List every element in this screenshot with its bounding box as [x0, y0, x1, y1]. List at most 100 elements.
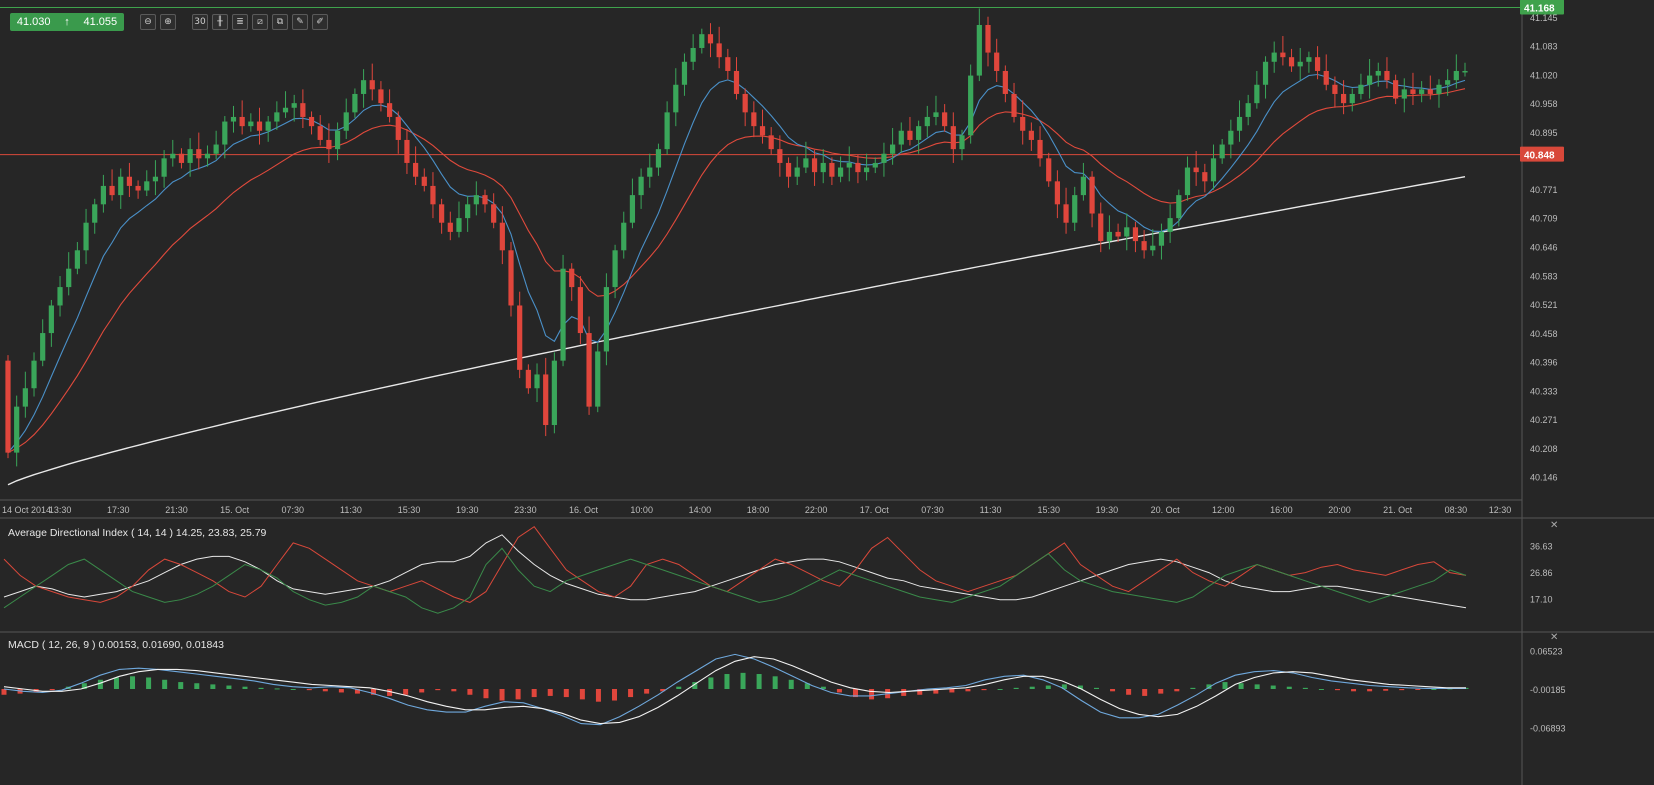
indicators-icon[interactable]: ≣ [232, 14, 248, 30]
candle-body [1167, 218, 1173, 232]
candle-body [742, 93, 748, 113]
time-axis-tick: 12:00 [1212, 505, 1235, 515]
chart-toolbar: ⊖ ⊕ 30 ╫ ≣ ⧄ ⧉ ✎ ✐ [140, 13, 328, 31]
price-axis-tick: 40.958 [1530, 99, 1558, 109]
price-axis-tick: 40.895 [1530, 128, 1558, 138]
edit-icon[interactable]: ✎ [292, 14, 308, 30]
candle-body [846, 162, 852, 168]
candle-body [1401, 89, 1407, 99]
price-axis-tick: 40.146 [1530, 472, 1558, 482]
macd-histogram-bar [579, 689, 585, 700]
candle-body [655, 149, 662, 168]
candle-body [135, 185, 141, 191]
macd-histogram-bar [644, 689, 650, 694]
candle-body [1141, 241, 1147, 251]
macd-axis-tick: -0.06893 [1530, 724, 1566, 734]
candle-body [569, 268, 575, 288]
macd-histogram-bar [756, 674, 762, 689]
macd-histogram-bar [917, 689, 923, 695]
candle-body [1297, 61, 1303, 67]
time-axis-tick: 08:30 [1445, 505, 1468, 515]
candle-body [369, 80, 375, 90]
candle-body [1115, 231, 1121, 237]
candle-body [92, 204, 98, 223]
candle-body [621, 222, 627, 251]
macd-histogram-bar [1206, 684, 1212, 689]
macd-histogram-bar [1126, 689, 1132, 695]
candle-body [265, 121, 271, 131]
draw-icon[interactable]: ⧄ [252, 14, 268, 30]
candle-body [1410, 89, 1416, 94]
candle-body [1367, 75, 1373, 85]
candle-body [1393, 80, 1399, 99]
candle-body [352, 93, 358, 113]
candle-body [855, 162, 861, 173]
candles-icon[interactable]: ╫ [212, 14, 228, 30]
candle-body [1063, 204, 1069, 223]
macd-histogram-bar [772, 676, 778, 689]
candle-body [378, 89, 384, 104]
time-axis-tick: 21. Oct [1383, 505, 1413, 515]
candle-body [933, 112, 939, 117]
candle-body [308, 116, 315, 127]
adx-axis-tick: 17.10 [1530, 594, 1553, 604]
arrow-up-icon: ↑ [64, 16, 70, 28]
candle-body [317, 126, 323, 140]
candle-body [1314, 57, 1321, 71]
candle-body [100, 185, 106, 205]
candle-body [1375, 70, 1381, 76]
candle-body [40, 333, 46, 361]
price-axis-tick: 40.208 [1530, 444, 1558, 454]
macd-histogram-bar [1238, 683, 1244, 689]
candle-body [326, 139, 332, 150]
candle-body [517, 305, 523, 370]
time-axis-tick: 10:00 [630, 505, 653, 515]
time-axis-tick: 15. Oct [220, 505, 250, 515]
adx-title: Average Directional Index ( 14, 14 ) 14.… [8, 527, 267, 539]
candle-body [57, 287, 63, 306]
candle-body [1436, 84, 1442, 94]
price-marker-label: 40.848 [1524, 151, 1555, 162]
macd-histogram-bar [1302, 687, 1308, 689]
candle-body [603, 287, 610, 352]
time-axis-tick: 22:00 [805, 505, 828, 515]
candle-body [1002, 70, 1008, 94]
candle-body [491, 204, 497, 223]
candle-body [1427, 89, 1433, 94]
candle-body [1323, 70, 1329, 85]
zoom-out-icon[interactable]: ⊖ [140, 14, 156, 30]
quote-badge[interactable]: 41.030 ↑ 41.055 [10, 13, 124, 31]
macd-histogram-bar [1318, 689, 1324, 690]
candle-body [890, 144, 896, 154]
candle-body [248, 121, 254, 127]
macd-histogram-bar [1351, 689, 1357, 692]
timeframe-button[interactable]: 30 [192, 14, 208, 30]
candle-body [48, 305, 54, 334]
candle-body [560, 268, 566, 361]
candle-body [213, 144, 219, 154]
candle-body [508, 250, 514, 306]
macd-histogram-bar [547, 689, 553, 696]
candle-body [334, 130, 341, 150]
macd-histogram-bar [226, 685, 232, 689]
macd-histogram-bar [1399, 689, 1405, 691]
macd-histogram-bar [660, 689, 666, 692]
macd-histogram-bar [949, 689, 955, 693]
time-axis-tick: 19:30 [456, 505, 479, 515]
candle-body [733, 70, 740, 94]
zoom-in-icon[interactable]: ⊕ [160, 14, 176, 30]
macd-histogram-bar [499, 689, 505, 701]
candle-body [1445, 80, 1451, 85]
candle-body [1037, 139, 1043, 159]
pen-icon[interactable]: ✐ [312, 14, 328, 30]
candle-body [118, 176, 124, 196]
copy-icon[interactable]: ⧉ [272, 14, 288, 30]
candle-body [1072, 195, 1078, 223]
macd-histogram-bar [692, 682, 698, 689]
candle-body [525, 369, 531, 389]
macd-histogram-bar [595, 689, 601, 702]
ask-price: 41.055 [83, 16, 118, 28]
adx-axis-tick: 36.63 [1530, 542, 1553, 552]
macd-histogram-bar [403, 689, 409, 695]
